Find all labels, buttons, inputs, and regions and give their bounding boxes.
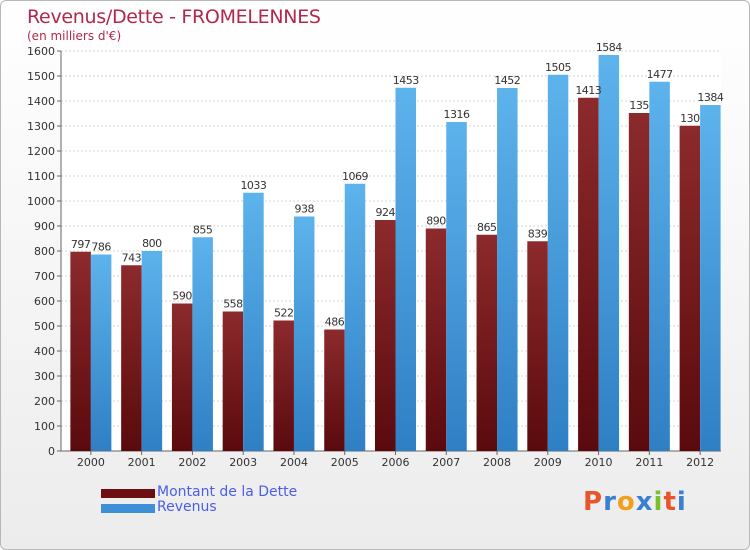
data-label-dette: 839 <box>528 227 548 240</box>
data-label-revenus: 1384 <box>697 91 723 104</box>
y-tick-label: 200 <box>34 395 55 408</box>
data-label-dette: 797 <box>71 238 91 251</box>
logo-letter: x <box>635 487 654 517</box>
bar-revenus <box>547 74 569 451</box>
bar-dette <box>273 320 294 451</box>
y-tick-label: 1600 <box>27 45 55 58</box>
data-label-dette: 924 <box>376 206 396 219</box>
bar-dette <box>70 251 91 451</box>
proxiti-logo: Proxiti <box>583 487 687 517</box>
data-label-dette: 590 <box>172 290 192 303</box>
y-tick-label: 600 <box>34 295 55 308</box>
y-tick-label: 0 <box>48 445 55 458</box>
data-label-dette: 890 <box>426 215 446 228</box>
data-label-revenus: 1453 <box>393 74 419 87</box>
data-label-dette: 486 <box>325 316 345 329</box>
x-tick-label: 2008 <box>483 456 511 469</box>
x-tick-label: 2005 <box>331 456 359 469</box>
y-tick-label: 900 <box>34 220 55 233</box>
x-tick-label: 2001 <box>128 456 156 469</box>
bar-revenus <box>243 192 264 451</box>
bar-revenus <box>344 183 366 451</box>
y-tick-label: 1500 <box>27 70 55 83</box>
bar-dette <box>324 329 345 451</box>
bar-dette <box>476 234 498 451</box>
bar-dette <box>425 228 447 451</box>
y-tick-label: 1300 <box>27 120 55 133</box>
bar-dette <box>628 113 650 451</box>
y-tick-label: 100 <box>34 420 55 433</box>
logo-letter: i <box>676 487 687 517</box>
bar-revenus <box>446 122 467 451</box>
x-tick-label: 2011 <box>635 456 663 469</box>
data-label-dette: 522 <box>274 307 294 320</box>
data-label-revenus: 1069 <box>342 170 368 183</box>
y-tick-label: 800 <box>34 245 55 258</box>
data-label-revenus: 1033 <box>240 179 266 192</box>
x-tick-label: 2007 <box>432 456 460 469</box>
x-tick-label: 2000 <box>77 456 105 469</box>
y-tick-label: 400 <box>34 345 55 358</box>
chart-subtitle: (en milliers d'€) <box>27 29 122 43</box>
bar-dette <box>527 241 548 451</box>
data-label-revenus: 1505 <box>545 61 571 74</box>
bar-dette <box>679 125 701 451</box>
legend-label-dette: Montant de la Dette <box>157 484 298 500</box>
data-label-revenus: 800 <box>142 237 162 250</box>
data-label-revenus: 1584 <box>596 41 622 54</box>
data-label-dette: 1413 <box>575 84 601 97</box>
bar-revenus <box>192 237 213 451</box>
x-tick-label: 2012 <box>686 456 714 469</box>
data-label-revenus: 855 <box>193 223 213 236</box>
bar-dette <box>578 97 599 451</box>
logo-letter: r <box>603 487 617 517</box>
data-label-revenus: 938 <box>294 203 314 216</box>
data-label-dette: 743 <box>122 251 142 264</box>
y-tick-label: 300 <box>34 370 55 383</box>
logo-letter: t <box>663 487 677 517</box>
bar-revenus <box>497 88 518 451</box>
bar-revenus <box>395 87 416 451</box>
data-label-dette: 865 <box>477 221 497 234</box>
legend-swatch-revenus <box>101 504 155 513</box>
y-tick-label: 700 <box>34 270 55 283</box>
bar-dette <box>222 311 244 451</box>
x-tick-label: 2002 <box>178 456 206 469</box>
bar-revenus <box>90 254 112 451</box>
legend-swatch-dette <box>101 489 155 498</box>
data-label-revenus: 1452 <box>494 74 520 87</box>
x-tick-label: 2010 <box>585 456 613 469</box>
logo-letter: o <box>616 487 636 517</box>
bar-revenus <box>293 216 315 451</box>
bar-dette <box>171 303 193 451</box>
data-label-revenus: 1477 <box>647 68 673 81</box>
y-tick-label: 1400 <box>27 95 55 108</box>
bar-revenus <box>649 81 670 451</box>
logo-letter: P <box>583 487 604 517</box>
y-tick-label: 500 <box>34 320 55 333</box>
bar-revenus <box>598 55 620 451</box>
x-tick-label: 2004 <box>280 456 308 469</box>
bar-revenus <box>700 105 721 451</box>
data-label-dette: 130 <box>680 112 700 125</box>
y-tick-label: 1000 <box>27 195 55 208</box>
legend-label-revenus: Revenus <box>157 499 217 515</box>
y-tick-label: 1100 <box>27 170 55 183</box>
data-label-dette: 558 <box>223 298 243 311</box>
logo-letter: i <box>653 487 664 517</box>
x-tick-label: 2003 <box>229 456 257 469</box>
x-tick-label: 2006 <box>382 456 410 469</box>
data-label-dette: 135 <box>629 99 649 112</box>
x-tick-label: 2009 <box>534 456 562 469</box>
y-tick-label: 1200 <box>27 145 55 158</box>
bar-revenus <box>141 251 163 451</box>
data-label-revenus: 786 <box>91 241 111 254</box>
bar-dette <box>375 220 396 451</box>
bar-dette <box>121 265 142 451</box>
chart-title: Revenus/Dette - FROMELENNES <box>27 6 321 28</box>
data-label-revenus: 1316 <box>444 108 470 121</box>
